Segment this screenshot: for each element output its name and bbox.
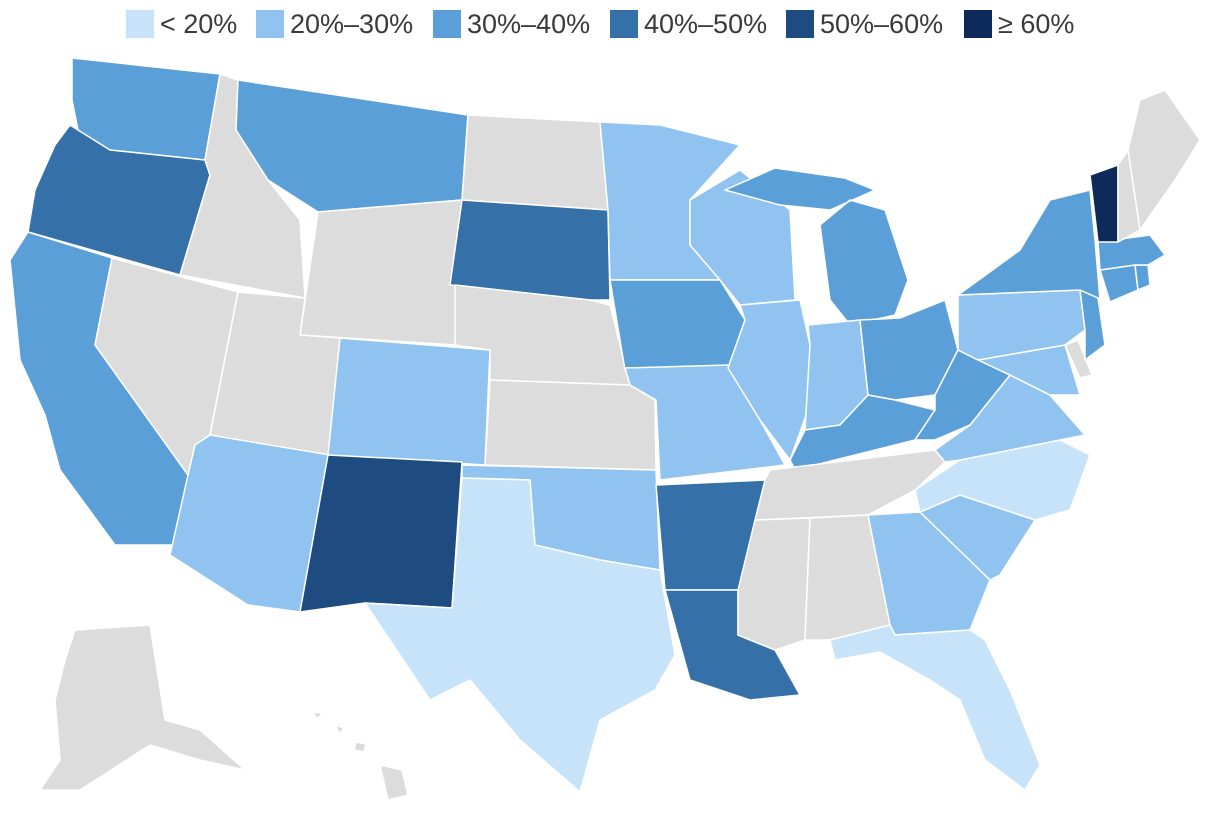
state-ma — [1097, 234, 1166, 271]
state-ky — [789, 394, 936, 471]
legend-swatch — [433, 10, 461, 38]
legend-label: 30%–40% — [467, 8, 591, 39]
state-ia — [609, 279, 746, 371]
state-sd — [449, 199, 611, 301]
legend-label: 20%–30% — [290, 8, 414, 39]
legend-label: ≥ 60% — [998, 8, 1075, 39]
state-ks — [484, 379, 657, 471]
state-ak — [39, 624, 246, 791]
legend-item-50-60: 50%–60% — [786, 6, 943, 42]
state-ri — [1134, 264, 1151, 291]
state-nd — [461, 114, 609, 211]
legend-item-40-50: 40%–50% — [610, 6, 767, 42]
state-nj — [1079, 289, 1106, 361]
state-de — [1064, 339, 1093, 379]
legend-item-20-30: 20%–30% — [256, 6, 413, 42]
state-wy — [299, 199, 463, 346]
legend-swatch — [256, 10, 284, 38]
state-fl — [829, 624, 1041, 791]
state-ct — [1099, 264, 1139, 303]
legend-item-30-40: 30%–40% — [433, 6, 590, 42]
legend-item-60-plus: ≥ 60% — [964, 6, 1074, 42]
legend-label: 50%–60% — [820, 8, 944, 39]
legend-swatch — [610, 10, 638, 38]
legend: < 20% 20%–30% 30%–40% 40%–50% 50%–60% ≥ … — [0, 6, 1220, 42]
legend-item-under-20: < 20% — [126, 6, 237, 42]
state-mi — [724, 167, 909, 326]
state-me — [1127, 89, 1201, 231]
state-tn — [754, 449, 946, 521]
legend-label: < 20% — [160, 8, 238, 39]
legend-swatch — [964, 10, 992, 38]
state-ny — [957, 189, 1101, 301]
legend-swatch — [786, 10, 814, 38]
states-layer — [9, 57, 1201, 801]
state-tx — [364, 477, 676, 793]
state-hi — [311, 711, 409, 801]
state-co — [327, 337, 491, 466]
legend-swatch — [126, 10, 154, 38]
state-nm — [299, 454, 463, 613]
legend-label: 40%–50% — [644, 8, 768, 39]
